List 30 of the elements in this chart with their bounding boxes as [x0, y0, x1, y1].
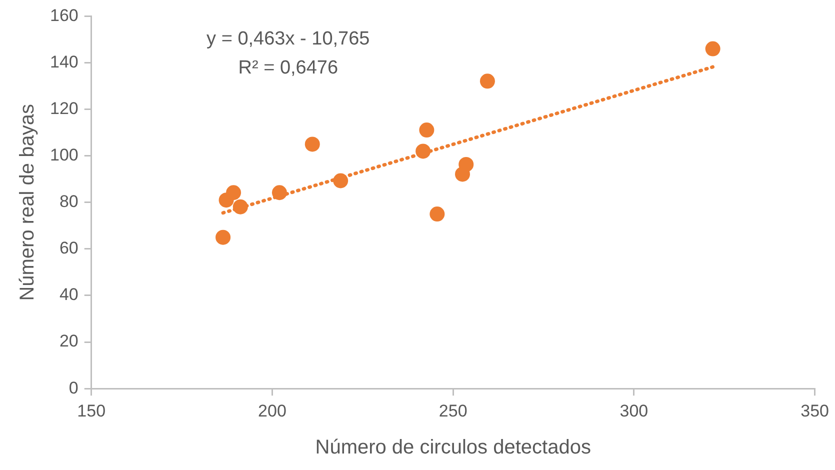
y-tick-label: 120: [50, 98, 78, 118]
y-axis-title: Número real de bayas: [16, 104, 39, 301]
point: [232, 199, 248, 214]
point: [480, 74, 495, 89]
point: [272, 185, 287, 200]
point: [705, 41, 720, 56]
y-tick-label: 160: [50, 6, 78, 25]
y-tick-label: 20: [59, 332, 78, 351]
y-tick-label: 40: [59, 285, 78, 304]
y-tick-label: 0: [68, 378, 78, 398]
annotation: y = 0,463x - 10,765: [206, 28, 370, 50]
x-axis-title: Número de circulos detectados: [315, 436, 591, 459]
point: [226, 185, 242, 200]
x-tick-label: 200: [258, 401, 286, 420]
y-tick-label: 60: [59, 238, 78, 258]
x-tick-label: 250: [438, 401, 468, 420]
y-tick-label: 80: [59, 192, 78, 212]
point: [216, 230, 231, 245]
x-tick-label: 300: [620, 401, 648, 420]
x-tick-label: 150: [77, 401, 106, 420]
point: [304, 136, 320, 152]
x-tick-label: 350: [800, 401, 830, 420]
y-tick-label: 140: [50, 52, 78, 72]
point: [333, 173, 348, 188]
point: [419, 122, 434, 138]
point: [458, 156, 474, 172]
point: [430, 206, 445, 222]
annotation: R² = 0,6476: [238, 57, 338, 78]
y-tick-label: 100: [50, 146, 78, 165]
point: [416, 144, 431, 159]
